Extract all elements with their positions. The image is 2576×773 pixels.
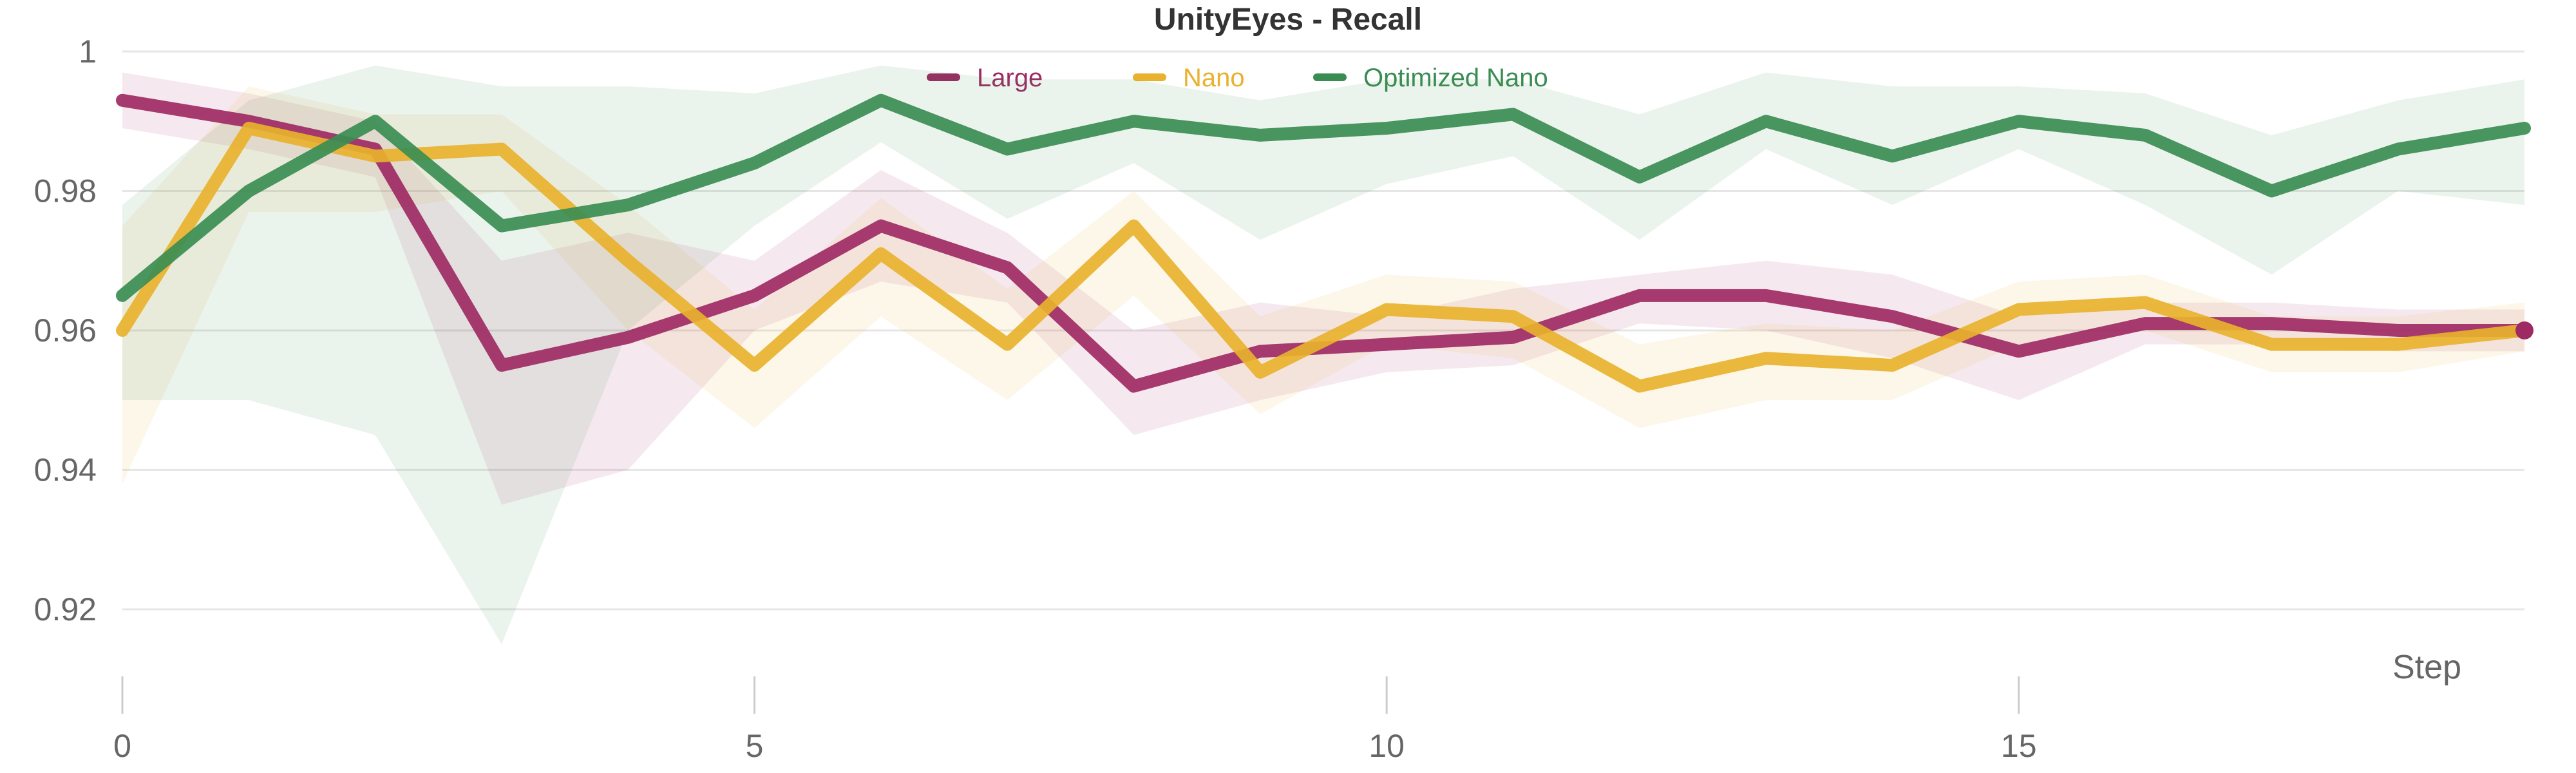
x-axis-title: Step	[2392, 649, 2461, 686]
data-point-nano	[500, 148, 503, 151]
data-point-large	[1638, 294, 1641, 297]
data-point-optimized-nano	[1765, 120, 1767, 122]
data-point-optimized-nano	[2397, 148, 2400, 151]
data-point-optimized-nano	[1638, 176, 1641, 178]
series-end-marker	[2515, 321, 2533, 339]
data-point-optimized-nano	[627, 204, 629, 206]
data-point-nano	[1006, 343, 1009, 346]
data-point-large	[121, 99, 124, 102]
data-point-nano	[1638, 385, 1641, 388]
data-point-large	[1385, 343, 1388, 346]
y-tick-label: 0.98	[34, 173, 97, 209]
data-point-large	[2397, 329, 2400, 332]
y-axis: 1 0.98 0.96 0.94 0.92	[34, 33, 97, 627]
data-point-optimized-nano	[1385, 127, 1388, 129]
data-point-nano	[374, 155, 377, 157]
data-point-nano	[1259, 371, 1262, 374]
data-point-large	[1765, 294, 1767, 297]
data-point-optimized-nano	[2018, 120, 2020, 122]
data-point-optimized-nano	[121, 294, 124, 297]
data-point-large	[880, 225, 882, 227]
x-axis: 0 5 10 15	[113, 676, 2037, 764]
y-tick-label: 1	[79, 33, 97, 70]
x-tick-label: 5	[746, 728, 764, 764]
data-point-optimized-nano	[2144, 134, 2146, 137]
data-point-optimized-nano	[753, 162, 756, 164]
y-tick-label: 0.92	[34, 591, 97, 627]
data-point-optimized-nano	[374, 120, 377, 122]
data-point-large	[2018, 350, 2020, 352]
data-point-large	[2270, 322, 2273, 325]
data-point-nano	[753, 364, 756, 367]
data-point-large	[2144, 322, 2146, 325]
legend-label: Optimized Nano	[1363, 64, 1548, 92]
data-point-nano	[2018, 308, 2020, 310]
data-point-nano	[1385, 308, 1388, 310]
data-point-nano	[1511, 315, 1514, 318]
data-point-optimized-nano	[1259, 134, 1262, 137]
data-point-optimized-nano	[880, 99, 882, 102]
data-point-large	[753, 294, 756, 297]
data-point-optimized-nano	[2270, 189, 2273, 192]
x-tick-label: 15	[2001, 728, 2037, 764]
data-point-optimized-nano	[1511, 113, 1514, 115]
data-point-large	[1133, 385, 1135, 388]
band-optimized-nano	[122, 65, 2524, 645]
series-line-optimized-nano	[116, 93, 2531, 302]
data-point-optimized-nano	[1133, 120, 1135, 122]
data-point-large	[1511, 336, 1514, 339]
data-point-large	[500, 364, 503, 367]
data-point-nano	[121, 329, 124, 332]
data-point-large	[1006, 267, 1009, 269]
data-point-large	[1891, 315, 1893, 318]
data-point-nano	[2397, 343, 2400, 346]
data-point-large	[627, 336, 629, 339]
data-point-nano	[627, 260, 629, 262]
legend-label: Large	[977, 64, 1043, 92]
chart-title: UnityEyes - Recall	[1154, 3, 1422, 37]
y-tick-label: 0.94	[34, 452, 97, 488]
data-point-optimized-nano	[247, 189, 250, 192]
data-point-optimized-nano	[2523, 127, 2526, 129]
data-point-large	[1259, 350, 1262, 352]
series-lines	[116, 93, 2533, 393]
data-point-nano	[880, 253, 882, 255]
data-point-optimized-nano	[1891, 155, 1893, 157]
data-point-nano	[1765, 357, 1767, 359]
y-tick-label: 0.96	[34, 312, 97, 348]
confidence-bands	[122, 65, 2524, 645]
data-point-nano	[2270, 343, 2273, 346]
band-large	[122, 72, 2524, 505]
data-point-nano	[247, 127, 250, 129]
series-line-nano	[116, 122, 2531, 393]
band-nano	[122, 86, 2524, 484]
data-point-nano	[1891, 364, 1893, 367]
legend: Large Nano Optimized Nano	[927, 64, 1548, 92]
data-point-nano	[1133, 225, 1135, 227]
data-point-nano	[2144, 301, 2146, 304]
data-point-optimized-nano	[1006, 148, 1009, 151]
data-point-optimized-nano	[500, 225, 503, 227]
legend-label: Nano	[1183, 64, 1245, 92]
x-tick-label: 0	[113, 728, 131, 764]
x-tick-label: 10	[1368, 728, 1405, 764]
